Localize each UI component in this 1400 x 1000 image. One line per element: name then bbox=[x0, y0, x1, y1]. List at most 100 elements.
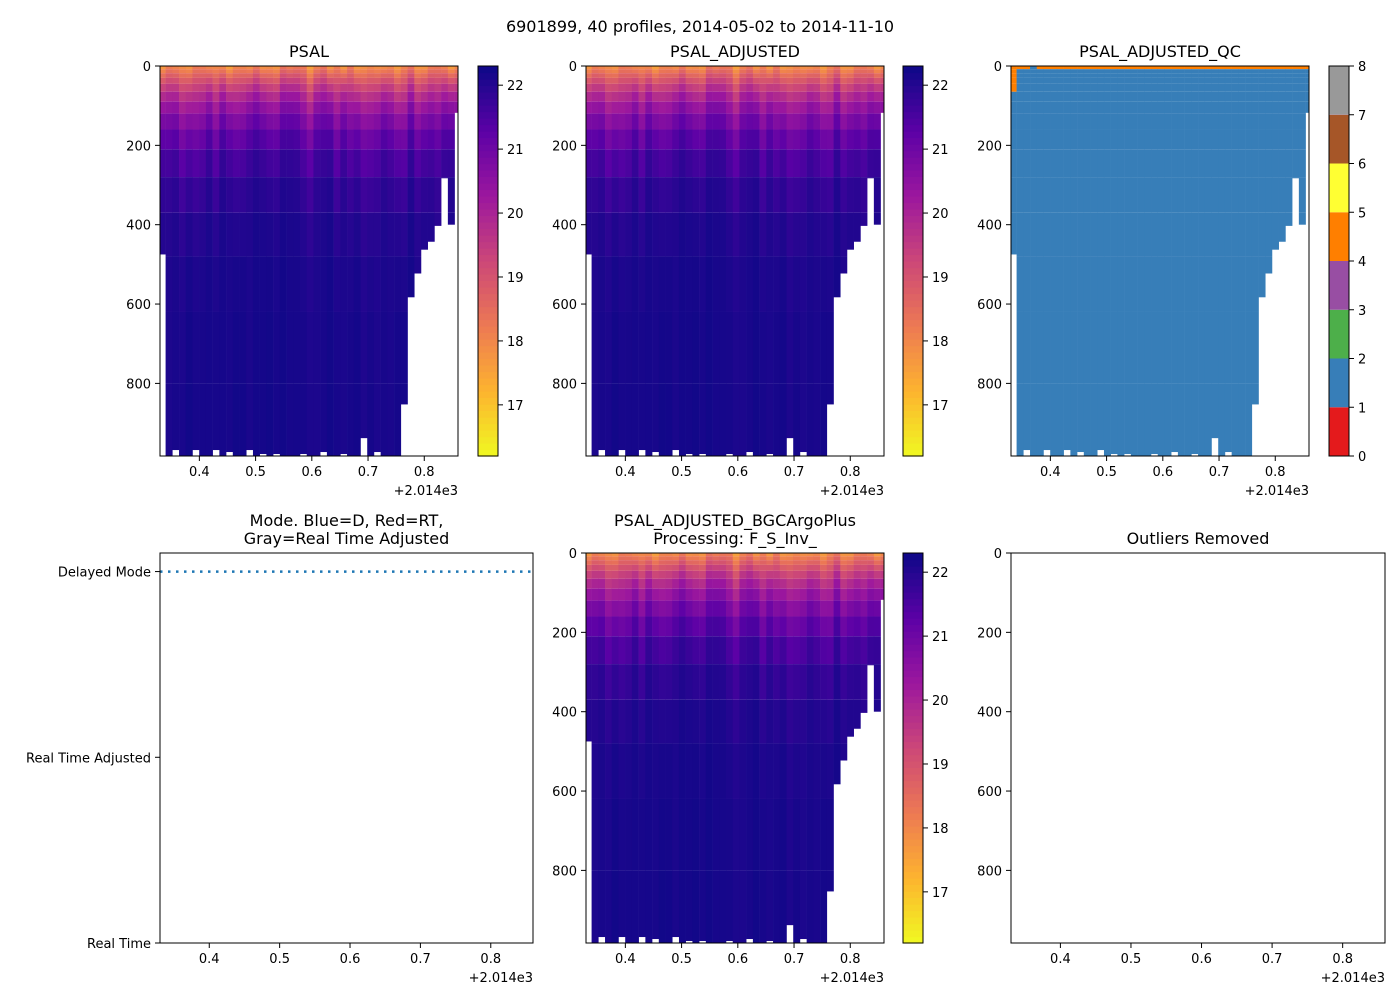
heatmap-cell bbox=[1056, 77, 1064, 84]
heatmap-cell bbox=[1231, 256, 1239, 312]
heatmap-cell bbox=[712, 113, 720, 130]
heatmap-cell bbox=[853, 129, 861, 150]
heatmap-cell bbox=[605, 699, 613, 744]
heatmap-cell bbox=[340, 101, 348, 114]
heatmap-cell bbox=[1070, 383, 1078, 456]
heatmap-cell bbox=[685, 113, 693, 130]
heatmap-cell bbox=[219, 177, 227, 213]
heatmap-cell bbox=[320, 66, 328, 70]
heatmap-cell bbox=[625, 870, 633, 943]
heatmap-cell bbox=[212, 77, 220, 84]
heatmap-cell bbox=[833, 113, 841, 130]
heatmap-cell bbox=[759, 699, 767, 744]
heatmap-cell bbox=[1011, 91, 1017, 102]
heatmap-cell bbox=[692, 383, 700, 456]
heatmap-cell bbox=[1251, 91, 1259, 102]
heatmap-cell bbox=[1171, 83, 1179, 92]
heatmap-cell bbox=[400, 66, 408, 70]
heatmap-cell bbox=[625, 91, 633, 102]
heatmap-cell bbox=[293, 149, 301, 178]
heatmap-cell bbox=[779, 129, 787, 150]
heatmap-cell bbox=[400, 129, 408, 150]
heatmap-cell bbox=[652, 91, 660, 102]
heatmap-cell bbox=[611, 212, 619, 257]
heatmap-cell bbox=[1063, 256, 1071, 312]
heatmap-cell bbox=[1245, 177, 1253, 213]
heatmap-cell bbox=[1030, 91, 1038, 102]
heatmap-cell bbox=[1204, 212, 1212, 257]
heatmap-cell bbox=[192, 113, 200, 130]
heatmap-cell bbox=[598, 664, 606, 700]
heatmap-cell bbox=[1063, 83, 1071, 92]
heatmap-cell bbox=[712, 556, 720, 561]
colorbar-swatch bbox=[903, 689, 923, 697]
heatmap-cell bbox=[1090, 91, 1098, 102]
heatmap-cell bbox=[658, 600, 666, 617]
heatmap-cell bbox=[1271, 101, 1279, 114]
heatmap-cell bbox=[212, 91, 220, 102]
heatmap-cell bbox=[1218, 212, 1226, 257]
heatmap-cell bbox=[273, 149, 281, 178]
heatmap-cell bbox=[586, 129, 592, 150]
heatmap-cell bbox=[618, 256, 626, 312]
colorbar-swatch bbox=[478, 144, 498, 152]
heatmap-cell bbox=[685, 600, 693, 617]
heatmap-cell bbox=[672, 77, 680, 84]
heatmap-cell bbox=[205, 256, 213, 312]
heatmap-cell bbox=[212, 177, 220, 213]
heatmap-cell bbox=[799, 616, 807, 637]
heatmap-cell bbox=[1211, 311, 1219, 384]
heatmap-cell bbox=[219, 83, 227, 92]
colorbar-swatch bbox=[903, 904, 923, 912]
heatmap-cell bbox=[732, 699, 740, 744]
heatmap-cell bbox=[665, 311, 673, 384]
heatmap-cell bbox=[766, 69, 774, 74]
heatmap-cell bbox=[692, 66, 700, 70]
heatmap-cell bbox=[625, 664, 633, 700]
heatmap-cell bbox=[313, 66, 321, 70]
heatmap-cell bbox=[1110, 311, 1118, 384]
profile-column bbox=[427, 66, 435, 242]
heatmap-cell bbox=[813, 556, 821, 561]
heatmap-cell bbox=[1191, 311, 1199, 384]
heatmap-cell bbox=[1224, 66, 1232, 70]
profile-column bbox=[665, 553, 673, 943]
x-tick-label: 0.7 bbox=[784, 952, 805, 967]
heatmap-cell bbox=[625, 600, 633, 617]
heatmap-cell bbox=[598, 699, 606, 744]
heatmap-cell bbox=[1184, 177, 1192, 213]
heatmap-cell bbox=[586, 588, 592, 601]
heatmap-cell bbox=[1070, 101, 1078, 114]
profile-column bbox=[447, 66, 455, 225]
heatmap-cell bbox=[1110, 83, 1118, 92]
heatmap-cell bbox=[799, 73, 807, 78]
heatmap-cell bbox=[266, 212, 274, 257]
colorbar-swatch bbox=[903, 917, 923, 925]
heatmap-cell bbox=[813, 77, 821, 84]
profile-column bbox=[192, 66, 200, 451]
heatmap-cell bbox=[239, 113, 247, 130]
heatmap-cell bbox=[732, 578, 740, 589]
heatmap-cell bbox=[259, 177, 267, 213]
colorbar-swatch bbox=[903, 98, 923, 106]
colorbar-swatch bbox=[903, 702, 923, 710]
heatmap-cell bbox=[873, 69, 881, 74]
heatmap-cell bbox=[860, 664, 868, 700]
heatmap-cell bbox=[279, 77, 287, 84]
heatmap-cell bbox=[199, 212, 207, 257]
heatmap-cell bbox=[1231, 113, 1239, 130]
heatmap-cell bbox=[1258, 69, 1266, 74]
heatmap-cell bbox=[340, 77, 348, 84]
heatmap-cell bbox=[873, 113, 881, 130]
profile-column bbox=[598, 66, 606, 451]
x-tick-label: 0.7 bbox=[1209, 465, 1230, 480]
heatmap-cell bbox=[1292, 129, 1300, 150]
heatmap-cell bbox=[672, 553, 680, 557]
heatmap-cell bbox=[1224, 83, 1232, 92]
heatmap-cell bbox=[232, 66, 240, 70]
heatmap-cell bbox=[638, 553, 646, 557]
heatmap-cell bbox=[1151, 149, 1159, 178]
heatmap-cell bbox=[1224, 212, 1232, 257]
heatmap-cell bbox=[586, 66, 592, 70]
heatmap-cell bbox=[1271, 91, 1279, 102]
